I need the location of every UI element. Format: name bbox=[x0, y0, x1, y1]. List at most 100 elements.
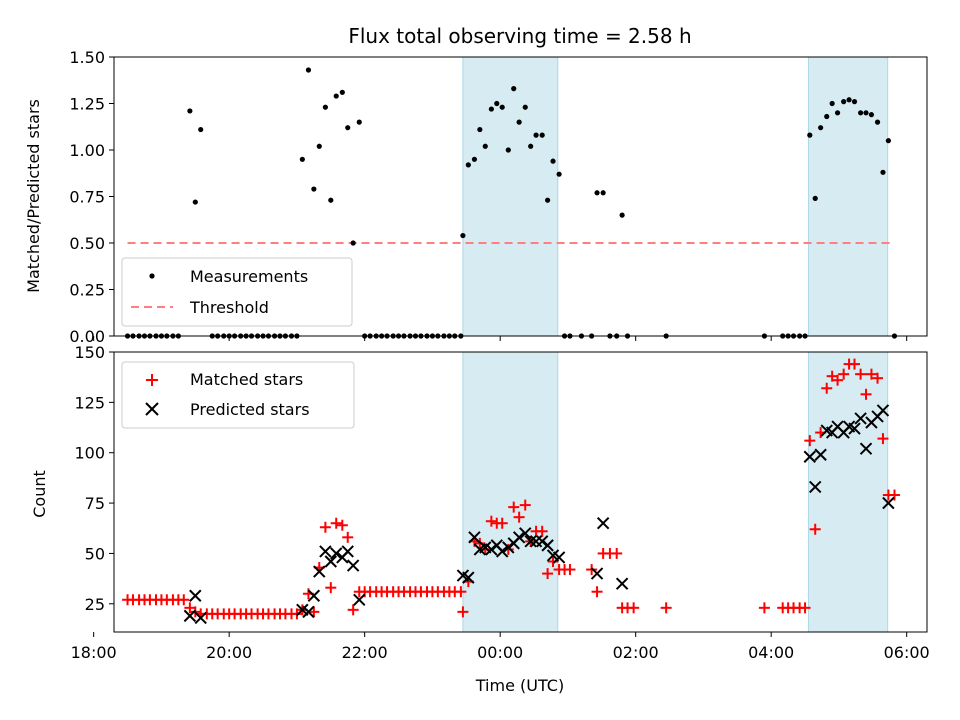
measurement-point bbox=[345, 125, 351, 131]
matched-star-point bbox=[178, 594, 190, 606]
y-tick-label: 100 bbox=[74, 444, 105, 463]
y-tick-label: 1.50 bbox=[69, 48, 105, 67]
measurement-point bbox=[846, 97, 852, 103]
predicted-star-point bbox=[307, 589, 321, 602]
top-y-axis-label: Matched/Predicted stars bbox=[24, 99, 43, 293]
y-tick-label: 0.25 bbox=[69, 281, 105, 300]
matched-star-point bbox=[888, 489, 900, 501]
predicted-star-point bbox=[353, 593, 366, 606]
predicted-star-point bbox=[541, 539, 554, 552]
top-legend-box bbox=[121, 257, 353, 327]
predicted-star-point bbox=[596, 517, 610, 530]
measurement-point bbox=[192, 199, 198, 205]
measurement-point bbox=[545, 197, 551, 203]
matched-star-point bbox=[832, 374, 844, 386]
matched-star-point bbox=[799, 602, 811, 614]
predicted-star-point bbox=[859, 442, 873, 455]
measurement-point bbox=[818, 125, 824, 131]
measurement-point bbox=[299, 156, 305, 162]
measurement-point bbox=[477, 126, 483, 133]
y-tick-label: 50 bbox=[85, 544, 105, 563]
predicted-star-point bbox=[189, 589, 202, 602]
measurement-point bbox=[533, 132, 539, 138]
matched-star-point bbox=[319, 521, 331, 533]
measurement-point bbox=[528, 143, 534, 149]
predicted-star-point bbox=[194, 611, 207, 625]
predicted-star-point bbox=[803, 450, 816, 463]
bottom-axes-frame bbox=[113, 351, 928, 633]
top-shaded-intervals bbox=[462, 56, 889, 337]
shaded-interval bbox=[807, 56, 889, 337]
matched-star-point bbox=[536, 525, 548, 537]
predicted-star-point bbox=[590, 567, 604, 580]
matched-star-point bbox=[821, 382, 833, 394]
matched-star-point bbox=[855, 368, 867, 380]
shaded-interval bbox=[462, 56, 559, 337]
predicted-star-point bbox=[809, 480, 822, 494]
matched-star-point bbox=[485, 515, 497, 527]
matched-star-point bbox=[611, 547, 623, 559]
measurement-point bbox=[807, 132, 813, 138]
matched-star-point bbox=[809, 523, 821, 535]
y-tick-label: 75 bbox=[85, 494, 105, 513]
x-axis-label: Time (UTC) bbox=[475, 676, 564, 695]
measurement-point bbox=[829, 100, 835, 107]
predicted-star-point bbox=[519, 527, 532, 540]
measurement-point bbox=[863, 110, 869, 116]
measurement-point bbox=[482, 143, 488, 149]
measurement-point bbox=[187, 108, 193, 114]
x-tick-label: 02:00 bbox=[613, 643, 659, 662]
legend-measurements-marker bbox=[149, 273, 155, 279]
measurement-point bbox=[858, 110, 864, 116]
measurement-point bbox=[824, 113, 830, 120]
measurement-point bbox=[350, 240, 356, 246]
measurement-point bbox=[539, 132, 545, 138]
y-tick-label: 1.00 bbox=[69, 141, 105, 160]
bottom-count-points bbox=[122, 358, 900, 625]
matched-star-point bbox=[564, 564, 576, 576]
matched-star-point bbox=[804, 435, 816, 447]
predicted-star-point bbox=[882, 496, 895, 510]
matched-star-point bbox=[849, 358, 861, 370]
predicted-star-point bbox=[524, 535, 537, 548]
legend-matched-label: Matched stars bbox=[190, 370, 303, 389]
legend-predicted-label: Predicted stars bbox=[190, 400, 310, 419]
measurement-point bbox=[356, 119, 362, 125]
x-tick-label: 04:00 bbox=[748, 643, 794, 662]
predicted-star-point bbox=[552, 551, 566, 564]
measurement-point bbox=[488, 106, 494, 112]
predicted-star-point bbox=[496, 545, 509, 558]
measurement-point bbox=[868, 112, 875, 118]
matched-star-point bbox=[513, 511, 525, 523]
matched-star-point bbox=[628, 602, 640, 614]
bottom-legend-box bbox=[121, 361, 355, 429]
measurement-point bbox=[851, 99, 858, 105]
measurement-point bbox=[499, 104, 505, 110]
legend-threshold-label: Threshold bbox=[189, 298, 269, 317]
predicted-star-point bbox=[512, 531, 526, 544]
predicted-star-point bbox=[341, 545, 354, 558]
predicted-star-point bbox=[462, 571, 475, 584]
x-tick-label: 18:00 bbox=[71, 643, 117, 662]
x-tick-label: 22:00 bbox=[342, 643, 388, 662]
top-panel: Flux total observing time = 2.58 h 0.000… bbox=[24, 24, 928, 346]
measurement-point bbox=[460, 232, 466, 239]
matched-star-point bbox=[865, 368, 877, 380]
measurement-point bbox=[471, 156, 478, 162]
measurement-point bbox=[311, 186, 317, 192]
predicted-star-point bbox=[876, 404, 890, 417]
matched-star-point bbox=[336, 519, 348, 531]
matched-star-point bbox=[547, 555, 559, 567]
x-tick-label: 00:00 bbox=[477, 643, 523, 662]
predicted-star-point bbox=[615, 577, 629, 590]
top-measurement-points bbox=[124, 67, 898, 339]
measurement-point bbox=[600, 190, 606, 196]
predicted-star-point bbox=[183, 609, 197, 623]
predicted-star-point bbox=[848, 422, 861, 435]
x-tick-label: 20:00 bbox=[206, 643, 252, 662]
matched-star-point bbox=[542, 568, 554, 580]
matched-star-point bbox=[860, 388, 872, 400]
predicted-star-point bbox=[346, 559, 360, 572]
bottom-panel: 25 50 75 100 125 150 18:00 20:00 22:00 00:00 02:0… bbox=[30, 343, 930, 695]
y-tick-label: 150 bbox=[74, 343, 105, 362]
